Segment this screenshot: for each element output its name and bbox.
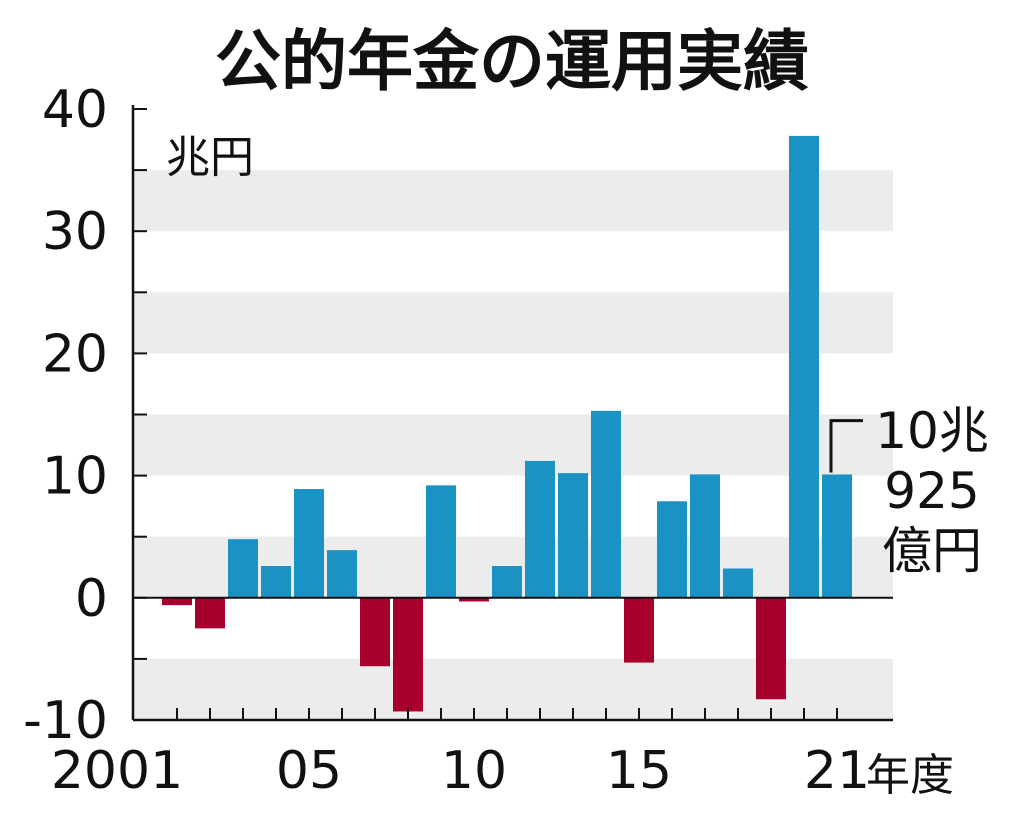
- x-tick-label: 15: [606, 741, 672, 801]
- y-tick-label: 30: [42, 202, 108, 262]
- annotation-line: 億円: [882, 522, 982, 580]
- y-tick-label: 0: [75, 569, 108, 629]
- bar-2018: [723, 568, 753, 598]
- bar-2003: [228, 539, 258, 598]
- bar-2021: [822, 474, 852, 598]
- grid-band: [133, 414, 893, 476]
- bar-2013: [558, 473, 588, 598]
- bar-2006: [327, 550, 357, 598]
- axes: [131, 105, 893, 722]
- bar-2010: [459, 597, 489, 602]
- bar-2017: [690, 474, 720, 598]
- bars: [162, 135, 852, 712]
- y-tick-label: 20: [42, 324, 108, 384]
- x-tick-label: 2001: [51, 741, 183, 801]
- bar-2001: [162, 597, 192, 606]
- bar-2015: [624, 597, 654, 663]
- y-tick-labels: 40 30 20 10 0 -10: [23, 80, 108, 751]
- bar-2005: [294, 489, 324, 598]
- grid-band: [133, 292, 893, 354]
- chart-title: 公的年金の運用実績: [215, 23, 809, 100]
- bar-2008: [393, 597, 423, 712]
- y-tick-label: 40: [42, 80, 108, 140]
- bar-2004: [261, 566, 291, 598]
- unit-label: 兆円: [166, 132, 254, 183]
- x-tick-label: 21: [804, 741, 870, 801]
- bar-2012: [525, 460, 555, 598]
- y-tick-label: 10: [42, 447, 108, 507]
- bar-2016: [657, 501, 687, 598]
- bar-2007: [360, 597, 390, 667]
- bar-2014: [591, 410, 621, 598]
- annotation-line: 925: [884, 462, 979, 520]
- x-suffix-label: 年度: [866, 750, 954, 801]
- x-tick-label: 10: [441, 741, 507, 801]
- x-tick-label: 05: [276, 741, 342, 801]
- annotation-line: 10兆: [875, 402, 989, 460]
- bar-2011: [492, 566, 522, 598]
- y-tick-label: -10: [23, 691, 108, 751]
- bar-2009: [426, 485, 456, 598]
- bar-2019: [756, 597, 786, 700]
- x-tick-labels: 2001 05 10 15 21: [51, 741, 870, 801]
- bar-2020: [789, 135, 819, 598]
- bar-2002: [195, 597, 225, 629]
- grid-band: [133, 170, 893, 232]
- annotation-leader-line: [829, 419, 863, 473]
